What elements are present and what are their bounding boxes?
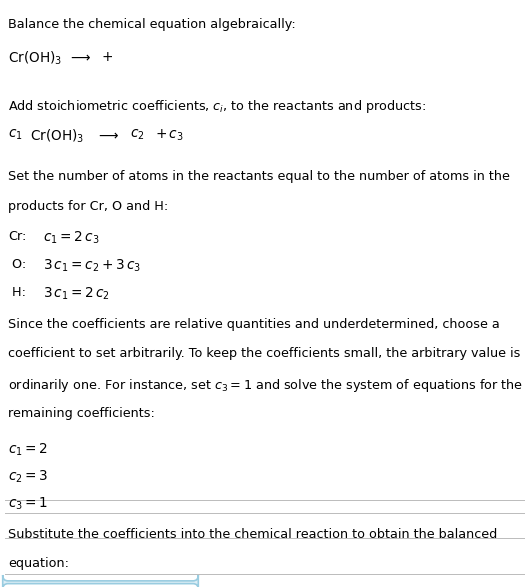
Text: $\mathrm{Cr(OH)_3}$: $\mathrm{Cr(OH)_3}$ — [30, 128, 84, 146]
Text: $+$: $+$ — [101, 50, 113, 64]
Text: equation:: equation: — [8, 558, 69, 571]
Text: $\mathrm{Cr(OH)_3}$: $\mathrm{Cr(OH)_3}$ — [8, 50, 62, 68]
Text: $c_3 = 1$: $c_3 = 1$ — [8, 495, 48, 512]
Text: H:: H: — [8, 286, 26, 299]
Text: $c_2$: $c_2$ — [130, 128, 144, 143]
Text: Add stoichiometric coefficients, $c_i$, to the reactants and products:: Add stoichiometric coefficients, $c_i$, … — [8, 98, 426, 115]
Text: products for Cr, O and H:: products for Cr, O and H: — [8, 200, 168, 213]
Text: Set the number of atoms in the reactants equal to the number of atoms in the: Set the number of atoms in the reactants… — [8, 170, 510, 183]
Text: ordinarily one. For instance, set $c_3 = 1$ and solve the system of equations fo: ordinarily one. For instance, set $c_3 =… — [8, 377, 523, 394]
Text: Substitute the coefficients into the chemical reaction to obtain the balanced: Substitute the coefficients into the che… — [8, 528, 497, 541]
Text: Balance the chemical equation algebraically:: Balance the chemical equation algebraica… — [8, 18, 296, 31]
Text: $3\,c_1 = c_2 + 3\,c_3$: $3\,c_1 = c_2 + 3\,c_3$ — [43, 258, 141, 274]
Text: $+\,c_3$: $+\,c_3$ — [155, 128, 184, 143]
Text: $c_1$: $c_1$ — [8, 128, 23, 143]
Text: $\longrightarrow$: $\longrightarrow$ — [68, 50, 92, 64]
FancyBboxPatch shape — [3, 575, 198, 587]
Text: remaining coefficients:: remaining coefficients: — [8, 407, 155, 420]
Text: $c_1 = 2\,c_3$: $c_1 = 2\,c_3$ — [43, 230, 99, 247]
Text: $\longrightarrow$: $\longrightarrow$ — [96, 128, 120, 142]
Text: Since the coefficients are relative quantities and underdetermined, choose a: Since the coefficients are relative quan… — [8, 318, 500, 331]
Text: coefficient to set arbitrarily. To keep the coefficients small, the arbitrary va: coefficient to set arbitrarily. To keep … — [8, 348, 521, 360]
Text: Cr:: Cr: — [8, 230, 26, 243]
Text: $3\,c_1 = 2\,c_2$: $3\,c_1 = 2\,c_2$ — [43, 286, 110, 302]
Text: $c_2 = 3$: $c_2 = 3$ — [8, 468, 48, 485]
Text: $c_1 = 2$: $c_1 = 2$ — [8, 441, 48, 458]
Text: O:: O: — [8, 258, 26, 271]
